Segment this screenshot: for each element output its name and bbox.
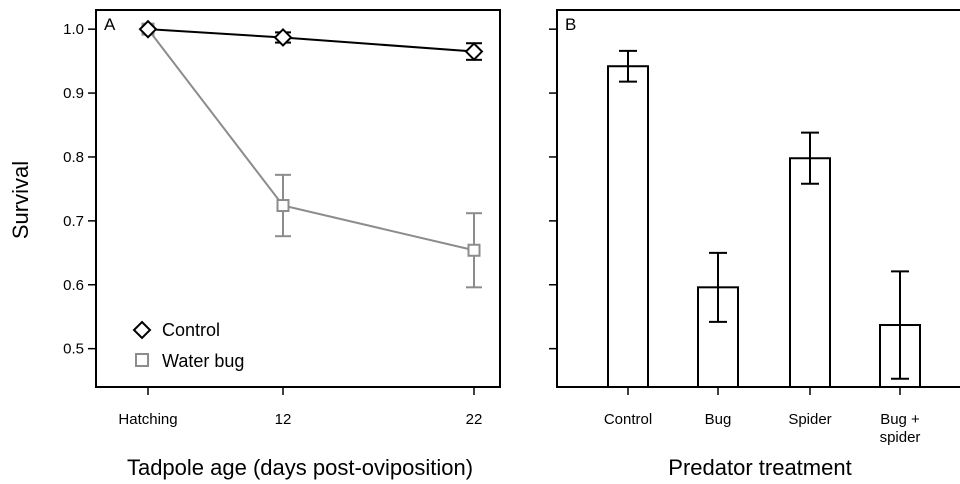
x-tick-label-spider: Spider	[788, 411, 831, 428]
x-tick-label-control: Control	[604, 411, 652, 428]
legend-marker-control	[132, 320, 152, 340]
panel-b-x-axis-title: Predator treatment	[668, 455, 851, 480]
panel-b-letter: B	[565, 15, 576, 34]
legend-label-control: Control	[162, 320, 220, 340]
x-tick-label-12: 12	[275, 411, 292, 428]
legend-marker-water-bug	[135, 353, 149, 367]
data-point-water-bug	[276, 199, 290, 213]
series-line-control	[147, 28, 475, 53]
panel-b-bars	[607, 49, 921, 389]
y-tick-label: 0.5	[63, 341, 84, 358]
panel-b-y-axis	[549, 28, 557, 350]
panel-a-x-axis: Hatching 12 22	[118, 387, 482, 428]
legend-label-water-bug: Water bug	[162, 351, 244, 371]
panel-b-frame	[556, 9, 960, 388]
y-tick-label: 0.6	[63, 277, 84, 294]
data-point-control	[464, 42, 484, 61]
x-tick-label-hatching: Hatching	[118, 411, 177, 428]
y-tick-label: 0.9	[63, 85, 84, 102]
panel-b-x-axis: Control Bug Spider Bug + spider	[604, 387, 921, 446]
panel-b: B Control Bug Spider Bug + spider Predator t…	[549, 9, 960, 480]
bar-spider	[789, 157, 831, 388]
y-tick-label: 0.7	[63, 213, 84, 230]
panel-a-y-axis: 0.5 0.6 0.7 0.8 0.9 1.0	[63, 21, 96, 358]
y-tick-label: 0.8	[63, 149, 84, 166]
bar-control	[607, 65, 649, 389]
x-tick-label-22: 22	[466, 411, 483, 428]
x-tick-label-bug: Bug	[705, 411, 732, 428]
panel-a-legend: Control Water bug	[132, 320, 244, 371]
y-tick-label: 1.0	[63, 21, 84, 38]
x-tick-label-bug-spider: Bug + spider	[880, 411, 921, 446]
panel-a: A 0.5 0.6 0.7 0.8 0.9 1.0 Hatching 12 22 Contro…	[8, 9, 501, 480]
panel-a-y-axis-title: Survival	[8, 161, 33, 239]
panel-a-series	[138, 19, 484, 289]
series-line-water-bug	[147, 28, 475, 252]
panel-a-frame	[95, 9, 501, 388]
data-point-water-bug	[467, 243, 481, 257]
panel-a-letter: A	[104, 15, 116, 34]
data-point-control	[138, 19, 158, 39]
panel-a-x-axis-title: Tadpole age (days post-oviposition)	[127, 455, 473, 480]
data-point-control	[273, 28, 293, 47]
